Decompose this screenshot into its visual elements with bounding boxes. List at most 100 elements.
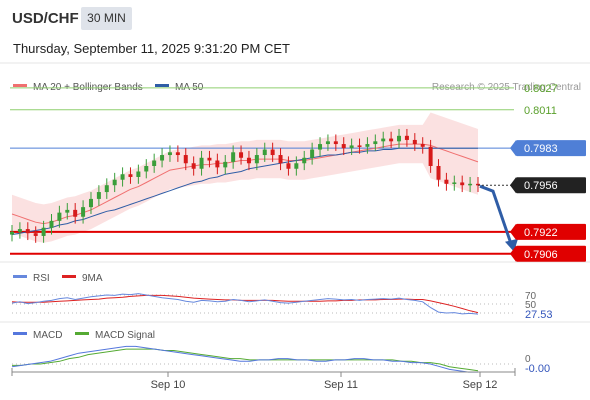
candle-body: [318, 144, 323, 150]
level-tag-support: 0.7906: [510, 245, 586, 262]
candle-body: [325, 141, 330, 145]
candle-body: [120, 174, 125, 180]
macd-signal-legend-label: MACD Signal: [95, 330, 155, 341]
current-price-tag: 0.7956: [510, 177, 586, 194]
candle-body: [420, 144, 425, 147]
level-tag-pivot: 0.7983: [510, 140, 586, 157]
candle-body: [33, 233, 38, 236]
current-price-tag-bg: [516, 177, 586, 194]
level-tag-bg: [516, 140, 586, 157]
level-label-resistance: 0.8027: [524, 83, 558, 95]
macd-panel: 0-0.00: [11, 345, 550, 375]
level-label-resistance: 0.8011: [524, 105, 557, 117]
candle-body: [10, 231, 14, 235]
rsi-current-value: 27.53: [525, 309, 553, 321]
candle-body: [73, 209, 78, 217]
candle-body: [207, 157, 212, 161]
ma20-legend-swatch: [13, 84, 27, 87]
level-tag-support: 0.7922: [510, 223, 586, 240]
candle-body: [128, 174, 133, 177]
level-tag-bg: [516, 223, 586, 240]
candle-body: [88, 198, 93, 208]
macd-current-value: -0.00: [525, 363, 550, 375]
candle-body: [262, 149, 267, 156]
candle-body: [96, 192, 101, 199]
candle-body: [136, 171, 141, 177]
candle-body: [104, 185, 109, 193]
candle-body: [65, 209, 70, 213]
candle-body: [452, 182, 457, 184]
level-tag-pointer: [510, 245, 516, 262]
bollinger-band-area: [12, 112, 478, 243]
rsi-ma-legend-label: 9MA: [82, 273, 103, 284]
candle-body: [17, 229, 22, 232]
candle-body: [254, 155, 259, 164]
candle-body: [112, 179, 117, 186]
timeframe-button[interactable]: 30 MIN: [81, 7, 132, 30]
candle-body: [199, 157, 204, 169]
macd-signal-legend-swatch: [75, 332, 89, 335]
candle-body: [310, 149, 315, 158]
ma50-line: [11, 147, 478, 236]
projection-arrow: [479, 184, 518, 252]
bollinger-band: [12, 112, 478, 243]
candle-body: [270, 149, 275, 156]
price-tags: 0.8027 0.8011 0.7983 0.7922 0.7906 0.7956: [478, 83, 586, 262]
candle-body: [365, 144, 370, 147]
rsi-legend: RSI 9MA: [13, 273, 103, 284]
level-tag-text: 0.7983: [524, 143, 558, 155]
macd-legend: MACD MACD Signal: [13, 330, 155, 341]
candle-body: [223, 161, 228, 168]
level-tag-pointer: [510, 140, 516, 157]
rsi-ma-legend-swatch: [62, 275, 76, 278]
candle-body: [81, 207, 86, 217]
candle-body: [294, 163, 299, 169]
candle-body: [25, 229, 30, 234]
candle-body: [152, 160, 157, 166]
candle-body: [57, 212, 62, 221]
candle-body: [215, 160, 220, 168]
candle-body: [144, 166, 149, 172]
symbol-label: USD/CHF: [12, 10, 79, 27]
candle-body: [167, 152, 172, 156]
macd-legend-label: MACD: [33, 330, 62, 341]
candle-body: [278, 155, 283, 164]
rsi-tick-label: 70: [525, 291, 537, 302]
rsi-tick-label: 50: [525, 300, 537, 311]
datetime-label: Thursday, September 11, 2025 9:31:20 PM …: [13, 41, 290, 56]
current-price-tag-pointer: [510, 177, 516, 194]
macd-line: [11, 345, 478, 373]
candle-body: [49, 220, 54, 228]
arrow-shaft: [479, 184, 513, 245]
rsi-legend-swatch: [13, 275, 27, 278]
x-axis-tick-label: Sep 11: [324, 379, 358, 391]
candle-body: [333, 141, 338, 145]
macd-legend-swatch: [13, 332, 27, 335]
candle-body: [286, 163, 291, 169]
candle-body: [389, 138, 394, 142]
candle-body: [302, 157, 307, 164]
candle-body: [428, 146, 433, 166]
candle-body: [444, 179, 449, 184]
candle-body: [436, 166, 441, 180]
candle-body: [468, 183, 473, 186]
top-bar: USD/CHF 30 MIN: [0, 0, 590, 36]
candle-body: [231, 152, 236, 162]
candlesticks: [10, 128, 480, 243]
price-levels: [10, 87, 514, 255]
candle-body: [397, 135, 402, 142]
ma50-legend-swatch: [155, 84, 169, 87]
candle-body: [460, 182, 465, 186]
candle-body: [412, 139, 417, 145]
level-tag-text: 0.7906: [524, 249, 558, 261]
candle-body: [476, 183, 480, 186]
candle-body: [349, 145, 354, 149]
x-axis-tick-label: Sep 12: [463, 379, 498, 391]
candle-body: [357, 145, 362, 147]
macd-tick-label: 0: [525, 354, 531, 365]
rsi-line: [11, 293, 479, 315]
candle-body: [404, 135, 409, 140]
candle-body: [191, 163, 196, 169]
ma20-line: [11, 143, 479, 225]
